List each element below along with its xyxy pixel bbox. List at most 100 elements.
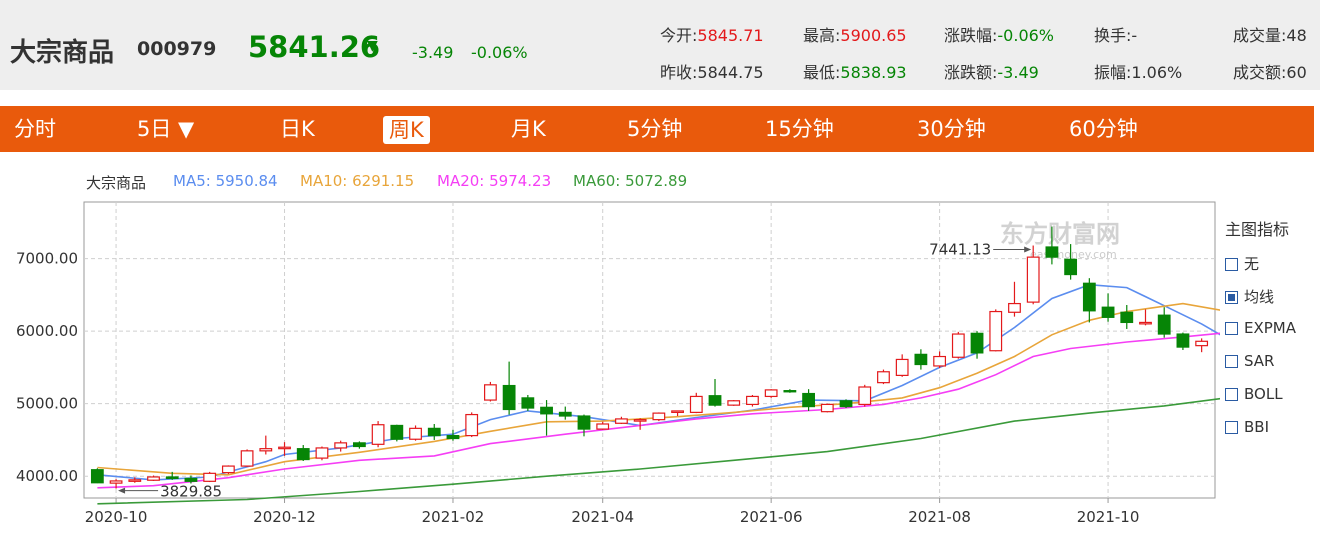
tab-5min[interactable]: 5分钟 [627,117,683,141]
candle-body-down [390,424,404,440]
tab-daily-k[interactable]: 日K [280,117,315,141]
down-arrow-icon: ▼ [367,38,378,54]
candle-body-up [746,395,759,406]
candle-body-up [820,403,834,413]
checkbox-icon[interactable] [1225,322,1238,335]
candle-body-up [895,358,909,376]
candle-body-down [839,400,853,408]
prev-close-stat: 昨收:5844.75 [660,63,764,82]
candle-body-up [109,480,123,484]
candle-body-down [1101,306,1115,318]
candle-body-up [371,424,385,445]
candle-body-up [1026,256,1040,303]
ma-line-ma60 [97,397,1220,505]
candle-body-down [783,390,797,393]
x-tick-label: 2021-08 [908,508,971,526]
candle-body-down [352,442,366,448]
x-tick-label: 2021-04 [571,508,634,526]
candle-body-down [1120,311,1134,324]
legend-ma10: MA10: 6291.15 [300,172,415,190]
high-marker-label: 7441.13 [929,241,991,259]
candle-body-down [184,477,198,482]
legend-ma20: MA20: 5974.23 [437,172,552,190]
indicator-sar[interactable]: SAR [1225,352,1274,370]
low-stat: 最低:5838.93 [803,63,907,82]
legend-ma5: MA5: 5950.84 [173,172,278,190]
candle-body-down [1064,258,1078,276]
candle-body-up [221,465,235,474]
y-tick-label: 4000.00 [16,467,78,485]
watermark-logo-text: 东方财富网 [1000,220,1120,248]
amplitude-stat: 振幅:1.06% [1094,63,1183,82]
candle-body-down [540,406,553,415]
index-code: 000979 [137,38,217,60]
candle-body-up [334,442,348,449]
candle-body-up [484,384,497,401]
x-tick-label: 2020-10 [85,508,148,526]
candle-body-up [147,476,160,481]
quote-header: 大宗商品 000979 5841.26 ▼ -3.49 -0.06% 今开:58… [0,0,1320,90]
indicator-boll[interactable]: BOLL [1225,385,1283,403]
candle-body-up [596,423,610,430]
checkbox-icon[interactable] [1225,388,1238,401]
candle-body-up [689,395,703,413]
candle-body-down [802,392,815,408]
candle-body-up [858,386,872,406]
candle-body-down [558,411,572,417]
candle-body-up [409,427,422,440]
amt-stat: 涨跌额:-3.49 [944,63,1039,82]
candle-body-down [165,476,179,480]
candle-body-up [727,400,741,406]
candle-body-up [951,333,965,358]
candle-body-down [1082,282,1096,312]
candle-body-up [278,446,291,450]
high-marker-arrowhead [1024,246,1032,253]
tab-15min[interactable]: 15分钟 [765,117,834,141]
candle-body-down [1045,246,1059,258]
candle-body-down [1157,314,1171,335]
indicator-bbi[interactable]: BBI [1225,418,1269,436]
checkbox-icon[interactable] [1225,258,1238,271]
candle-body-up [1195,340,1209,347]
candle-body-up [259,448,273,452]
last-price: 5841.26 [248,30,381,64]
tab-30min[interactable]: 30分钟 [917,117,986,141]
checkbox-icon[interactable] [1225,421,1238,434]
candle-body-up [465,413,479,437]
value-stat: 成交额:60 [1233,63,1307,82]
candle-body-down [970,332,984,354]
candle-body-up [933,355,947,367]
candle-body-up [1008,302,1021,313]
ma-line-ma20 [97,332,1220,489]
indicator-none[interactable]: 无 [1225,253,1259,274]
candle-body-down [708,395,722,406]
x-tick-label: 2021-02 [422,508,485,526]
candle-body-down [577,415,591,430]
indicator-expma[interactable]: EXPMA [1225,319,1296,337]
legend-ma60: MA60: 5072.89 [573,172,688,190]
low-marker-arrowhead [118,487,126,494]
y-tick-label: 5000.00 [16,395,78,413]
candle-body-up [240,450,254,467]
x-tick-label: 2021-10 [1077,508,1140,526]
turnover-stat: 换手:- [1094,26,1138,45]
open-stat: 今开:5845.71 [660,26,764,45]
indicator-ma[interactable]: 均线 [1225,286,1274,307]
tab-60min[interactable]: 60分钟 [1069,117,1138,141]
kline-chart[interactable]: 7000.00 6000.00 5000.00 4000.00 2020-10 2020-… [0,190,1220,536]
pct-stat: 涨跌幅:-0.06% [944,26,1055,45]
candle-body-up [989,310,1003,352]
candle-body-up [633,419,647,422]
checkbox-icon[interactable] [1225,355,1238,368]
checkbox-checked-icon[interactable] [1225,291,1238,304]
low-marker-label: 3829.85 [160,483,222,501]
tab-intraday[interactable]: 分时 [14,117,56,141]
candle-body-up [315,447,329,459]
candle-body-down [446,435,460,440]
tab-monthly-k[interactable]: 月K [511,117,546,141]
tab-weekly-k[interactable]: 周K [383,116,430,144]
candle-body-up [1139,321,1152,325]
legend-index-name: 大宗商品 [86,174,147,192]
tab-5day[interactable]: 5日 ▼ [137,117,195,141]
candle-body-down [90,469,104,484]
